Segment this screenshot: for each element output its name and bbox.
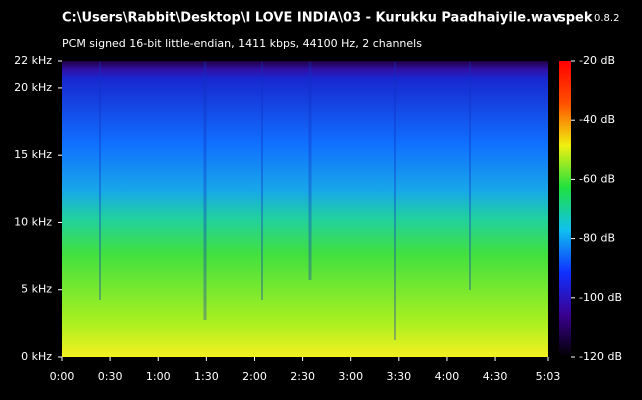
spectrogram-streaks: [99, 62, 471, 340]
file-info: PCM signed 16-bit little-endian, 1411 kb…: [62, 37, 422, 50]
y-tick-label: 0 kHz: [21, 350, 52, 363]
x-tick-label: 2:00: [242, 370, 267, 383]
app-name: spek: [558, 11, 593, 26]
x-tick-label: 4:00: [435, 370, 460, 383]
x-tick-label: 1:00: [146, 370, 171, 383]
spectrogram-image: [62, 61, 548, 357]
color-tick-label: -100 dB: [579, 291, 622, 304]
color-tick-label: -60 dB: [579, 172, 615, 185]
x-tick-label: 0:00: [50, 370, 75, 383]
y-tick-label: 22 kHz: [14, 54, 52, 67]
color-tick-label: -120 dB: [579, 350, 622, 363]
y-tick-label: 15 kHz: [14, 148, 52, 161]
x-tick-label: 3:30: [386, 370, 411, 383]
x-tick-label: 5:03: [536, 370, 561, 383]
color-tick-label: -80 dB: [579, 232, 615, 245]
y-tick-label: 5 kHz: [21, 283, 52, 296]
x-tick-label: 1:30: [194, 370, 219, 383]
x-tick-label: 4:30: [483, 370, 508, 383]
x-tick-label: 0:30: [98, 370, 123, 383]
file-title: C:\Users\Rabbit\Desktop\I LOVE INDIA\03 …: [62, 11, 561, 26]
color-bar: [559, 61, 571, 357]
color-tick-label: -20 dB: [579, 54, 615, 67]
y-tick-label: 10 kHz: [14, 215, 52, 228]
app-version: 0.8.2: [594, 13, 619, 24]
x-tick-label: 2:30: [290, 370, 315, 383]
y-tick-label: 20 kHz: [14, 81, 52, 94]
color-tick-label: -40 dB: [579, 113, 615, 126]
x-tick-label: 3:00: [338, 370, 363, 383]
